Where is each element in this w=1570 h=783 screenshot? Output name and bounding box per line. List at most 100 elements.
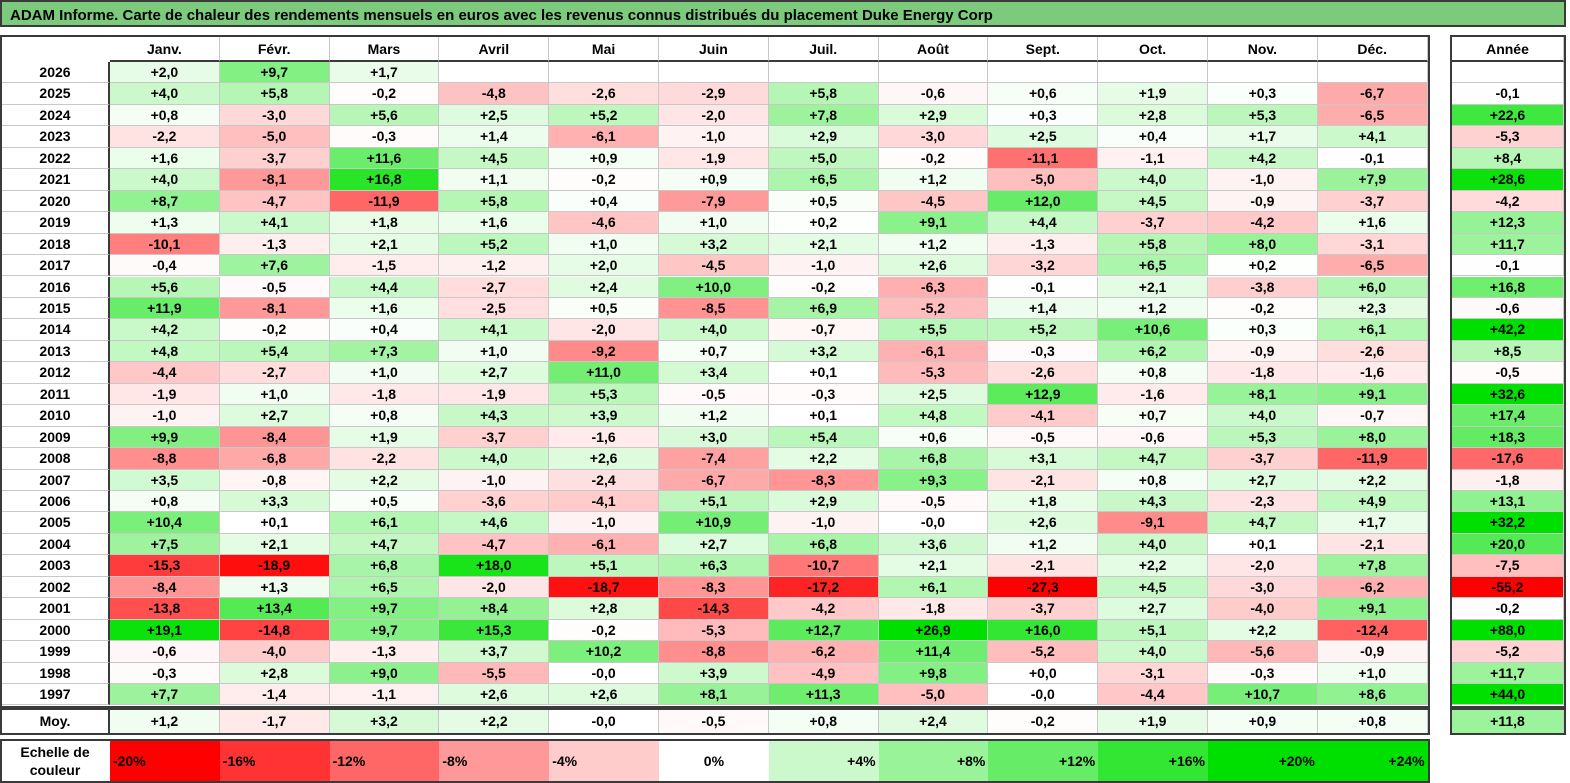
heatmap-cell: +2,8 bbox=[1098, 104, 1208, 127]
heatmap-cell: -1,1 bbox=[1098, 147, 1208, 170]
heatmap-cell: +26,9 bbox=[878, 619, 989, 642]
heatmap-cell: +0,6 bbox=[988, 83, 1099, 105]
heatmap-cell bbox=[549, 62, 659, 84]
heatmap-cell: -2,6 bbox=[1317, 340, 1428, 363]
heatmap-cell: +0,8 bbox=[1098, 362, 1208, 384]
heatmap-cell: -0,3 bbox=[1208, 662, 1318, 685]
heatmap-cell: +4,5 bbox=[1098, 576, 1208, 599]
heatmap-cell: -2,2 bbox=[110, 126, 220, 148]
heatmap-cell: -3,7 bbox=[1098, 212, 1208, 234]
heatmap-cell: +2,5 bbox=[878, 383, 989, 406]
heatmap-cell: +5,8 bbox=[1098, 233, 1208, 256]
heatmap-cell: +2,6 bbox=[988, 512, 1099, 534]
heatmap-cell: +1,6 bbox=[1317, 212, 1428, 234]
heatmap-cell: -2,9 bbox=[659, 83, 769, 105]
heatmap-cell: +2,6 bbox=[549, 448, 659, 470]
year-label: 2012 bbox=[2, 362, 110, 384]
year-header: Année bbox=[1452, 37, 1564, 62]
heatmap-cell: -6,5 bbox=[1317, 255, 1428, 277]
heatmap-cell: +8,1 bbox=[659, 684, 769, 706]
heatmap-cell: +5,6 bbox=[329, 104, 440, 127]
heatmap-cell: -10,1 bbox=[110, 233, 220, 256]
heatmap-cell: +2,1 bbox=[219, 533, 330, 556]
heatmap-cell: +5,2 bbox=[439, 233, 550, 256]
heatmap-cell: +0,7 bbox=[659, 340, 769, 363]
heatmap-cell: +6,5 bbox=[768, 169, 879, 191]
heatmap-cell: -4,5 bbox=[878, 190, 989, 213]
heatmap-cell: +0,1 bbox=[768, 362, 879, 384]
heatmap-cell: +2,6 bbox=[549, 684, 659, 706]
heatmap-cell: +5,3 bbox=[1208, 104, 1318, 127]
heatmap-cell: -14,8 bbox=[219, 619, 330, 642]
heatmap-cell: -0,5 bbox=[219, 276, 330, 298]
year-label: 2003 bbox=[2, 555, 110, 577]
heatmap-cell: -0,7 bbox=[768, 319, 879, 341]
heatmap-cell: -1,8 bbox=[878, 598, 989, 620]
heatmap-cell: -1,0 bbox=[439, 469, 550, 491]
annual-cell: -0,5 bbox=[1452, 362, 1564, 384]
heatmap-cell: +9,7 bbox=[329, 598, 440, 620]
heatmap-cell: +8,7 bbox=[110, 190, 220, 213]
heatmap-cell: -11,1 bbox=[988, 147, 1099, 170]
heatmap-cell: +4,1 bbox=[1317, 126, 1428, 148]
heatmap-cell: +12,7 bbox=[768, 619, 879, 642]
heatmap-cell: +7,8 bbox=[1317, 555, 1428, 577]
annual-cell: -55,2 bbox=[1452, 576, 1564, 599]
heatmap-cell: +0,8 bbox=[329, 405, 440, 427]
heatmap-cell: +4,4 bbox=[988, 212, 1099, 234]
heatmap-cell: +4,0 bbox=[439, 448, 550, 470]
heatmap-cell: +3,6 bbox=[878, 533, 989, 556]
heatmap-cell: -6,7 bbox=[659, 469, 769, 491]
heatmap-cell bbox=[1317, 62, 1428, 84]
year-label: 2001 bbox=[2, 598, 110, 620]
heatmap-cell: -5,2 bbox=[878, 297, 989, 320]
heatmap-cell: +19,1 bbox=[110, 619, 220, 642]
heatmap-cell bbox=[988, 62, 1099, 84]
annual-cell: +11,7 bbox=[1452, 662, 1564, 685]
heatmap-cell: -3,8 bbox=[1208, 276, 1318, 298]
heatmap-cell: +4,3 bbox=[439, 405, 550, 427]
heatmap-cell: +11,6 bbox=[329, 147, 440, 170]
heatmap-cell: -3,0 bbox=[878, 126, 989, 148]
heatmap-cell: -6,1 bbox=[549, 126, 659, 148]
heatmap-cell: +1,6 bbox=[329, 297, 440, 320]
heatmap-cell: +10,6 bbox=[1098, 319, 1208, 341]
heatmap-cell: -4,7 bbox=[219, 190, 330, 213]
heatmap-cell: +2,6 bbox=[878, 255, 989, 277]
heatmap-cell: +8,4 bbox=[439, 598, 550, 620]
heatmap-cell: -3,7 bbox=[1208, 448, 1318, 470]
heatmap-cell: +10,2 bbox=[549, 641, 659, 663]
heatmap-cell: +2,2 bbox=[439, 707, 550, 735]
annual-cell: +12,3 bbox=[1452, 212, 1564, 234]
heatmap-cell: +0,4 bbox=[329, 319, 440, 341]
heatmap-cell: +1,2 bbox=[988, 533, 1099, 556]
heatmap-cell: -4,0 bbox=[219, 641, 330, 663]
annual-cell: +13,1 bbox=[1452, 491, 1564, 513]
heatmap-cell: +12,0 bbox=[988, 190, 1099, 213]
heatmap-cell: -3,7 bbox=[1317, 190, 1428, 213]
month-header: Févr. bbox=[219, 37, 330, 62]
annual-cell: -0,2 bbox=[1452, 598, 1564, 620]
heatmap-cell: -0,3 bbox=[988, 340, 1099, 363]
heatmap-cell: -4,5 bbox=[659, 255, 769, 277]
heatmap-cell: -4,2 bbox=[768, 598, 879, 620]
legend-swatch: -8% bbox=[439, 741, 550, 781]
year-label: 2004 bbox=[2, 533, 110, 556]
heatmap-cell: -1,0 bbox=[1208, 169, 1318, 191]
heatmap-cell: -5,0 bbox=[988, 169, 1099, 191]
heatmap-cell: -2,0 bbox=[659, 104, 769, 127]
year-label: 2019 bbox=[2, 212, 110, 234]
page-title: ADAM Informe. Carte de chaleur des rende… bbox=[0, 0, 1566, 27]
legend-swatch: +12% bbox=[988, 741, 1099, 781]
average-annual-cell: +11,8 bbox=[1452, 707, 1564, 735]
annual-cell: +17,4 bbox=[1452, 405, 1564, 427]
heatmap-cell: +8,6 bbox=[1317, 684, 1428, 706]
heatmap-cell: +3,3 bbox=[219, 491, 330, 513]
heatmap-cell: -0,3 bbox=[768, 383, 879, 406]
heatmap-cell: -8,5 bbox=[659, 297, 769, 320]
heatmap-cell: -1,9 bbox=[659, 147, 769, 170]
heatmap-cell bbox=[1098, 62, 1208, 84]
heatmap-cell: -2,1 bbox=[988, 469, 1099, 491]
heatmap-cell: +4,0 bbox=[1098, 169, 1208, 191]
heatmap-cell: -8,1 bbox=[219, 169, 330, 191]
